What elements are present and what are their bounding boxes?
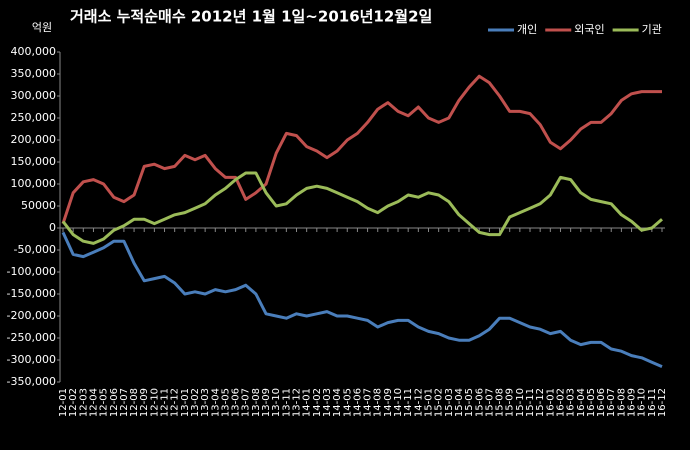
- series-line: [61, 231, 663, 368]
- y-tick-label: 250,000: [11, 111, 57, 124]
- x-tick-label: 13-04: [210, 388, 221, 417]
- x-tick-label: 12-11: [160, 388, 171, 417]
- x-tick-label: 13-11: [281, 388, 292, 417]
- y-tick-label: -50,000: [14, 243, 56, 256]
- x-tick-label: 16-07: [606, 388, 617, 417]
- y-tick-label: 350,000: [11, 67, 57, 80]
- x-tick-label: 13-10: [271, 388, 282, 417]
- y-tick-label: -250,000: [7, 331, 56, 344]
- x-tick-label: 14-08: [373, 388, 384, 417]
- x-tick-label: 16-02: [555, 388, 566, 417]
- x-tick-label: 13-09: [261, 388, 272, 417]
- x-tick-label: 15-09: [505, 388, 516, 417]
- x-tick-label: 16-11: [647, 388, 658, 417]
- x-tick-label: 12-02: [68, 388, 79, 417]
- x-tick-label: 12-05: [99, 388, 110, 417]
- x-tick-label: 16-06: [596, 388, 607, 417]
- x-tick-label: 15-06: [474, 388, 485, 417]
- x-tick-label: 13-02: [190, 388, 201, 417]
- x-tick-label: 14-09: [383, 388, 394, 417]
- y-tick-label: 400,000: [11, 45, 57, 58]
- y-tick-label: 200,000: [11, 133, 57, 146]
- x-tick-label: 14-06: [352, 388, 363, 417]
- legend-label: 외국인: [574, 23, 604, 36]
- y-tick-label: -350,000: [7, 375, 56, 388]
- x-tick-label: 16-04: [576, 388, 587, 417]
- x-tick-label: 14-12: [413, 388, 424, 417]
- x-tick-label: 12-01: [58, 388, 69, 417]
- x-tick-label: 13-12: [292, 388, 303, 417]
- x-tick-label: 14-10: [393, 388, 404, 417]
- y-tick-label: 300,000: [11, 89, 57, 102]
- x-tick-label: 14-01: [302, 388, 313, 417]
- x-tick-label: 16-12: [657, 388, 668, 417]
- x-tick-label: 12-12: [170, 388, 181, 417]
- x-tick-label: 16-09: [627, 388, 638, 417]
- x-tick-label: 14-02: [312, 388, 323, 417]
- x-tick-label: 13-07: [241, 388, 252, 417]
- x-tick-label: 12-08: [129, 388, 140, 417]
- x-tick-label: 14-11: [403, 388, 414, 417]
- x-tick-label: 12-03: [78, 388, 89, 417]
- x-tick-label: 13-01: [180, 388, 191, 417]
- x-tick-label: 14-03: [322, 388, 333, 417]
- x-tick-label: 14-04: [332, 388, 343, 417]
- x-tick-label: 13-03: [200, 388, 211, 417]
- x-tick-label: 15-01: [423, 388, 434, 417]
- x-tick-label: 15-07: [484, 388, 495, 417]
- y-tick-label: -300,000: [7, 353, 56, 366]
- x-tick-label: 15-03: [444, 388, 455, 417]
- x-tick-label: 16-08: [616, 388, 627, 417]
- x-tick-label: 15-12: [535, 388, 546, 417]
- x-tick-label: 12-04: [88, 388, 99, 417]
- y-tick-label: -200,000: [7, 309, 56, 322]
- x-tick-label: 15-05: [464, 388, 475, 417]
- x-tick-label: 14-07: [363, 388, 374, 417]
- x-tick-label: 15-02: [434, 388, 445, 417]
- y-tick-label: 150,000: [11, 155, 57, 168]
- x-tick-label: 13-05: [220, 388, 231, 417]
- x-tick-label: 15-04: [454, 388, 465, 417]
- legend-label: 기관: [642, 23, 662, 36]
- x-tick-label: 15-11: [525, 388, 536, 417]
- x-tick-label: 16-03: [566, 388, 577, 417]
- y-tick-label: -150,000: [7, 287, 56, 300]
- y-axis-label: 억원: [32, 21, 52, 34]
- x-tick-label: 15-10: [515, 388, 526, 417]
- x-tick-label: 13-08: [251, 388, 262, 417]
- y-tick-label: -100,000: [7, 265, 56, 278]
- x-tick-label: 12-06: [109, 388, 120, 417]
- x-tick-label: 13-06: [231, 388, 242, 417]
- x-tick-label: 16-05: [586, 388, 597, 417]
- chart-title: 거래소 누적순매수 2012년 1월 1일~2016년12월2일: [70, 8, 432, 26]
- x-tick-label: 16-01: [545, 388, 556, 417]
- x-tick-label: 14-05: [342, 388, 353, 417]
- y-tick-label: 100,000: [11, 177, 57, 190]
- series-line: [61, 74, 662, 225]
- series-line: [61, 171, 663, 245]
- x-tick-label: 12-09: [139, 388, 150, 417]
- x-tick-label: 12-10: [149, 388, 160, 417]
- y-tick-label: 50000: [21, 199, 56, 212]
- y-tick-label: 0: [49, 221, 56, 234]
- x-tick-label: 16-10: [637, 388, 648, 417]
- x-tick-label: 15-08: [495, 388, 506, 417]
- x-tick-label: 12-07: [119, 388, 130, 417]
- legend-label: 개인: [517, 23, 537, 36]
